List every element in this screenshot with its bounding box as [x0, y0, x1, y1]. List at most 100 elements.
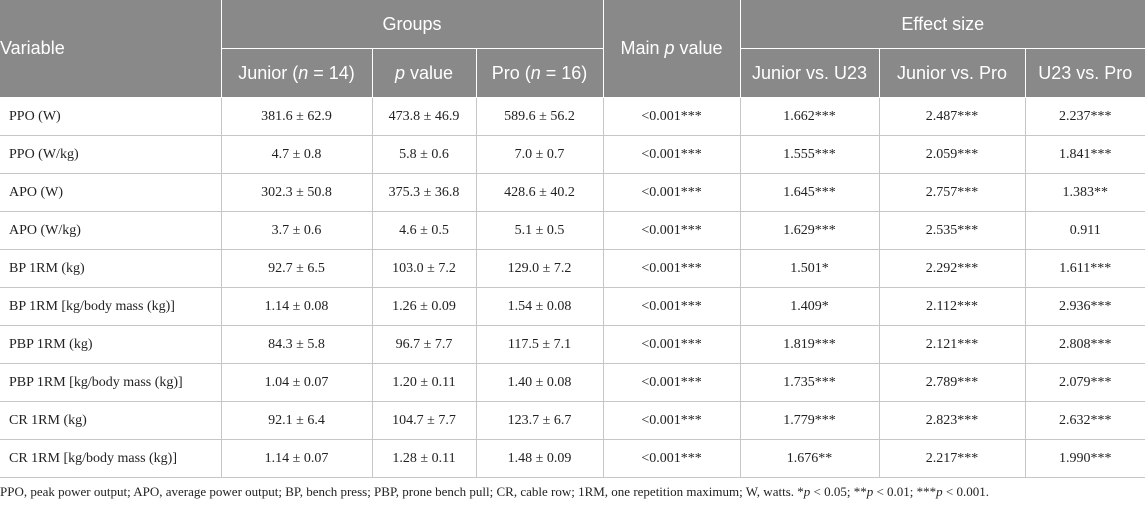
cell-junior-vs-pro: 2.292***: [879, 249, 1026, 288]
cell-main-p: <0.001***: [603, 439, 741, 478]
cell-junior: 84.3 ± 5.8: [221, 325, 373, 364]
cell-main-p: <0.001***: [603, 363, 741, 402]
cell-pro: 5.1 ± 0.5: [476, 211, 604, 250]
table-row: CR 1RM [kg/body mass (kg)] 1.14 ± 0.07 1.2…: [0, 439, 1145, 478]
cell-junior-vs-pro: 2.535***: [879, 211, 1026, 250]
cell-p-value: 1.20 ± 0.11: [372, 363, 477, 402]
cell-p-value: 473.8 ± 46.9: [372, 97, 477, 136]
header-variable: Variable: [0, 0, 222, 98]
cell-junior-vs-u23: 1.779***: [740, 401, 880, 440]
cell-variable: BP 1RM (kg): [0, 249, 222, 288]
cell-variable: PBP 1RM [kg/body mass (kg)]: [0, 363, 222, 402]
header-main-p-value: Main p value: [603, 0, 741, 98]
cell-junior-vs-u23: 1.501*: [740, 249, 880, 288]
cell-p-value: 104.7 ± 7.7: [372, 401, 477, 440]
cell-main-p: <0.001***: [603, 325, 741, 364]
cell-variable: BP 1RM [kg/body mass (kg)]: [0, 287, 222, 326]
cell-junior: 4.7 ± 0.8: [221, 135, 373, 174]
cell-p-value: 103.0 ± 7.2: [372, 249, 477, 288]
cell-p-value: 96.7 ± 7.7: [372, 325, 477, 364]
cell-pro: 1.48 ± 0.09: [476, 439, 604, 478]
cell-junior: 92.7 ± 6.5: [221, 249, 373, 288]
cell-junior-vs-u23: 1.645***: [740, 173, 880, 212]
cell-junior: 1.14 ± 0.07: [221, 439, 373, 478]
cell-u23-vs-pro: 1.611***: [1025, 249, 1145, 288]
cell-junior: 1.14 ± 0.08: [221, 287, 373, 326]
table-row: PPO (W) 381.6 ± 62.9 473.8 ± 46.9 589.6 ± 5…: [0, 97, 1145, 136]
header-junior: Junior (n = 14): [221, 48, 373, 98]
cell-junior-vs-u23: 1.676**: [740, 439, 880, 478]
cell-pro: 1.54 ± 0.08: [476, 287, 604, 326]
cell-pro: 117.5 ± 7.1: [476, 325, 604, 364]
cell-pro: 589.6 ± 56.2: [476, 97, 604, 136]
results-table: Variable Groups Main p value Effect size…: [0, 0, 1145, 478]
cell-p-value: 375.3 ± 36.8: [372, 173, 477, 212]
cell-main-p: <0.001***: [603, 211, 741, 250]
cell-p-value: 4.6 ± 0.5: [372, 211, 477, 250]
cell-pro: 428.6 ± 40.2: [476, 173, 604, 212]
table-row: APO (W/kg) 3.7 ± 0.6 4.6 ± 0.5 5.1 ± 0.5 <0.…: [0, 211, 1145, 250]
table-header: Variable Groups Main p value Effect size…: [0, 0, 1145, 98]
cell-junior: 92.1 ± 6.4: [221, 401, 373, 440]
cell-u23-vs-pro: 2.808***: [1025, 325, 1145, 364]
cell-main-p: <0.001***: [603, 287, 741, 326]
cell-junior-vs-pro: 2.112***: [879, 287, 1026, 326]
cell-u23-vs-pro: 0.911: [1025, 211, 1145, 250]
cell-junior-vs-u23: 1.409*: [740, 287, 880, 326]
cell-variable: APO (W/kg): [0, 211, 222, 250]
header-effect-size: Effect size: [740, 0, 1145, 49]
cell-junior-vs-pro: 2.059***: [879, 135, 1026, 174]
cell-variable: APO (W): [0, 173, 222, 212]
table-footnote: PPO, peak power output; APO, average pow…: [0, 484, 989, 499]
cell-main-p: <0.001***: [603, 97, 741, 136]
table-body: PPO (W) 381.6 ± 62.9 473.8 ± 46.9 589.6 ± 5…: [0, 97, 1145, 478]
cell-junior-vs-pro: 2.487***: [879, 97, 1026, 136]
header-pro: Pro (n = 16): [476, 48, 604, 98]
table-row: PBP 1RM (kg) 84.3 ± 5.8 96.7 ± 7.7 117.5 ± …: [0, 325, 1145, 364]
header-u23-vs-pro: U23 vs. Pro: [1025, 48, 1145, 98]
cell-main-p: <0.001***: [603, 249, 741, 288]
cell-u23-vs-pro: 2.632***: [1025, 401, 1145, 440]
cell-junior-vs-pro: 2.789***: [879, 363, 1026, 402]
cell-junior-vs-u23: 1.629***: [740, 211, 880, 250]
table-row: CR 1RM (kg) 92.1 ± 6.4 104.7 ± 7.7 123.7 ± …: [0, 401, 1145, 440]
table-row: PBP 1RM [kg/body mass (kg)] 1.04 ± 0.07 1.…: [0, 363, 1145, 402]
cell-junior: 3.7 ± 0.6: [221, 211, 373, 250]
cell-junior-vs-u23: 1.662***: [740, 97, 880, 136]
cell-junior-vs-pro: 2.823***: [879, 401, 1026, 440]
cell-variable: PPO (W): [0, 97, 222, 136]
cell-u23-vs-pro: 1.841***: [1025, 135, 1145, 174]
header-groups: Groups: [221, 0, 604, 49]
cell-junior: 381.6 ± 62.9: [221, 97, 373, 136]
header-p-value: p value: [372, 48, 477, 98]
table-row: PPO (W/kg) 4.7 ± 0.8 5.8 ± 0.6 7.0 ± 0.7 <0.…: [0, 135, 1145, 174]
cell-u23-vs-pro: 2.237***: [1025, 97, 1145, 136]
cell-p-value: 1.26 ± 0.09: [372, 287, 477, 326]
cell-junior-vs-pro: 2.217***: [879, 439, 1026, 478]
cell-variable: CR 1RM (kg): [0, 401, 222, 440]
header-junior-vs-pro: Junior vs. Pro: [879, 48, 1026, 98]
cell-pro: 7.0 ± 0.7: [476, 135, 604, 174]
cell-junior-vs-pro: 2.121***: [879, 325, 1026, 364]
cell-main-p: <0.001***: [603, 173, 741, 212]
cell-variable: CR 1RM [kg/body mass (kg)]: [0, 439, 222, 478]
cell-main-p: <0.001***: [603, 135, 741, 174]
cell-u23-vs-pro: 1.990***: [1025, 439, 1145, 478]
cell-u23-vs-pro: 1.383**: [1025, 173, 1145, 212]
cell-u23-vs-pro: 2.936***: [1025, 287, 1145, 326]
cell-p-value: 5.8 ± 0.6: [372, 135, 477, 174]
cell-variable: PPO (W/kg): [0, 135, 222, 174]
table-row: APO (W) 302.3 ± 50.8 375.3 ± 36.8 428.6 ± 4…: [0, 173, 1145, 212]
cell-junior-vs-u23: 1.735***: [740, 363, 880, 402]
cell-main-p: <0.001***: [603, 401, 741, 440]
header-junior-vs-u23: Junior vs. U23: [740, 48, 880, 98]
cell-junior-vs-u23: 1.555***: [740, 135, 880, 174]
cell-junior-vs-u23: 1.819***: [740, 325, 880, 364]
cell-u23-vs-pro: 2.079***: [1025, 363, 1145, 402]
cell-pro: 123.7 ± 6.7: [476, 401, 604, 440]
cell-junior-vs-pro: 2.757***: [879, 173, 1026, 212]
table-row: BP 1RM (kg) 92.7 ± 6.5 103.0 ± 7.2 129.0 ± …: [0, 249, 1145, 288]
cell-junior: 1.04 ± 0.07: [221, 363, 373, 402]
cell-p-value: 1.28 ± 0.11: [372, 439, 477, 478]
cell-variable: PBP 1RM (kg): [0, 325, 222, 364]
